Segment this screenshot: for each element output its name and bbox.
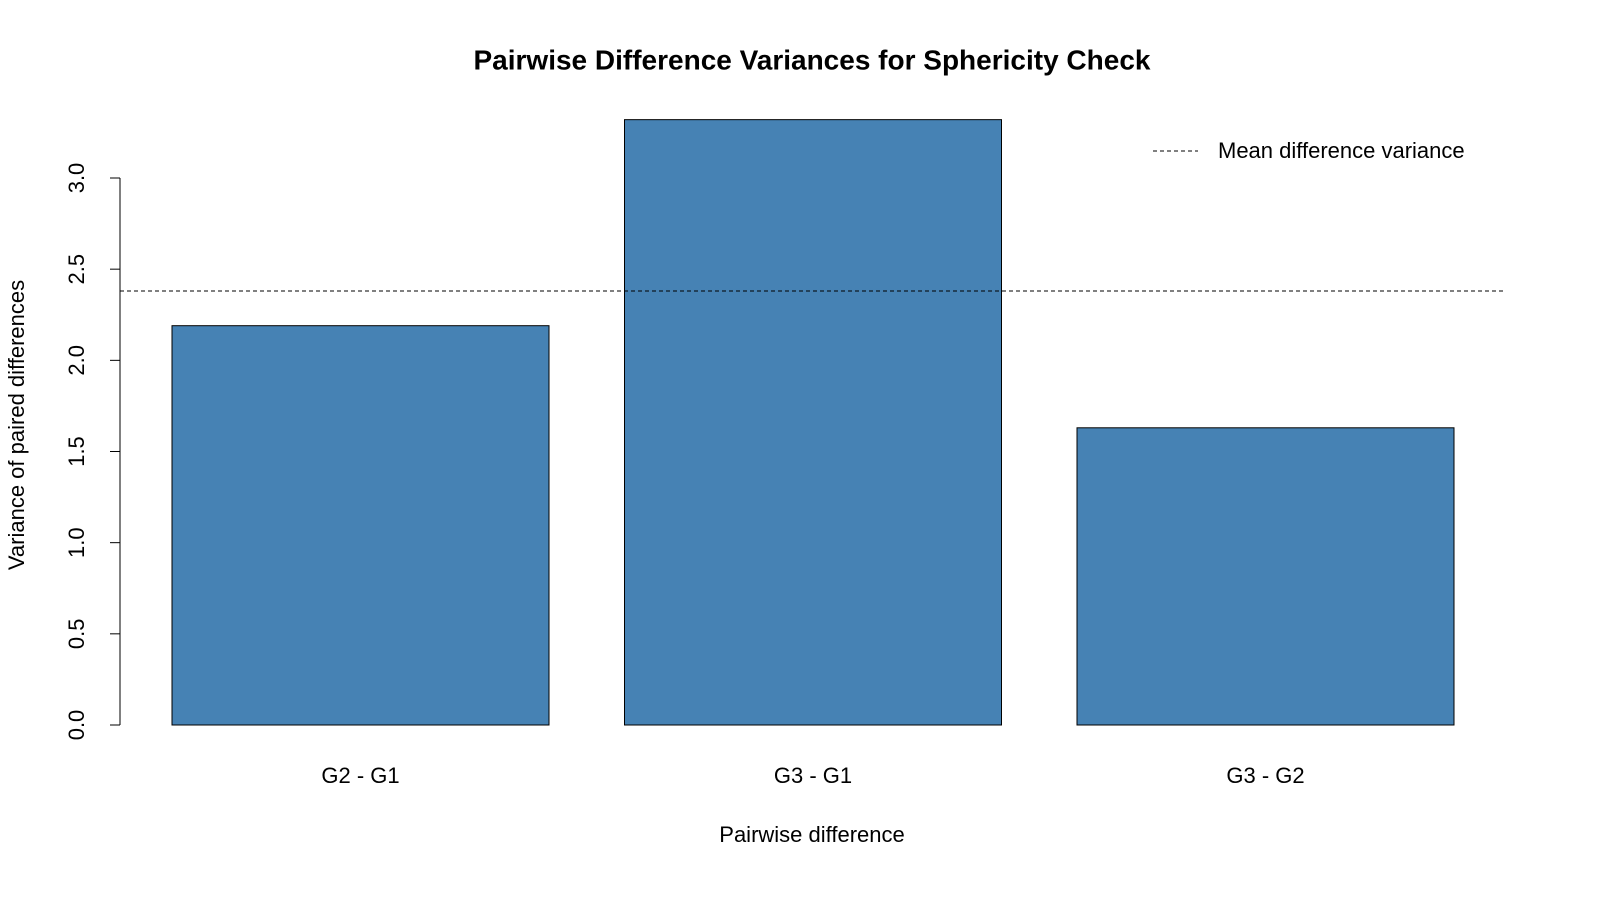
x-tick-label: G3 - G2 [1226,763,1304,788]
y-tick-label: 3.0 [64,163,89,194]
x-tick-label: G3 - G1 [774,763,852,788]
bar [171,325,550,726]
y-tick-label: 0.0 [64,710,89,741]
legend-label: Mean difference variance [1218,138,1465,163]
x-axis-title: Pairwise difference [719,822,904,847]
chart-title: Pairwise Difference Variances for Spheri… [474,44,1151,75]
y-tick-label: 1.0 [64,527,89,558]
y-tick-label: 1.5 [64,436,89,467]
y-axis-title: Variance of paired differences [4,280,29,570]
bar [624,119,1002,726]
y-tick-label: 0.5 [64,619,89,650]
bar [1076,427,1455,726]
x-tick-label: G2 - G1 [321,763,399,788]
y-tick-label: 2.0 [64,345,89,376]
y-tick-label: 2.5 [64,254,89,285]
